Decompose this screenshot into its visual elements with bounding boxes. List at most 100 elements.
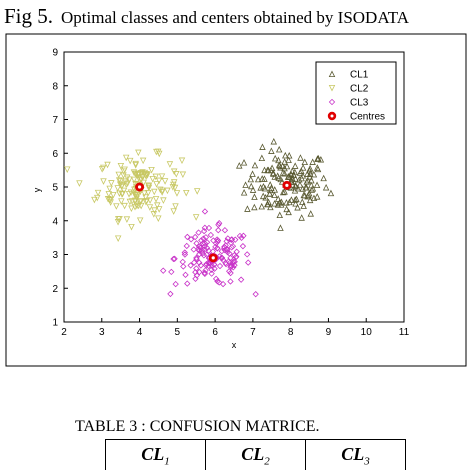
data-point-cl3 xyxy=(201,224,209,231)
data-point-cl1 xyxy=(287,176,295,184)
data-point-cl2 xyxy=(94,194,101,202)
data-point-cl3 xyxy=(230,264,237,271)
data-point-cl3 xyxy=(168,268,175,276)
y-tick-label: 5 xyxy=(52,183,58,194)
data-point-cl1 xyxy=(306,170,314,177)
data-point-cl2 xyxy=(133,195,140,203)
data-point-cl2 xyxy=(170,208,177,215)
data-point-cl3 xyxy=(207,231,215,239)
data-point-cl2 xyxy=(121,202,128,210)
data-point-cl3 xyxy=(219,280,227,288)
x-tick-label: 8 xyxy=(288,327,294,338)
data-point-cl2 xyxy=(158,173,166,180)
data-point-cl1 xyxy=(275,161,283,168)
data-point-cl3 xyxy=(218,254,226,262)
figure-title: Optimal classes and centers obtained by … xyxy=(61,8,410,27)
data-point-cl1 xyxy=(271,191,278,199)
data-point-cl1 xyxy=(283,205,290,213)
data-point-cl2 xyxy=(142,194,149,201)
data-point-cl2 xyxy=(108,180,115,187)
x-tick-label: 7 xyxy=(250,327,256,338)
data-point-cl1 xyxy=(279,169,287,176)
data-point-cl2 xyxy=(121,166,128,174)
data-point-cl2 xyxy=(157,186,164,194)
x-axis-label: x xyxy=(232,340,237,350)
data-point-cl2 xyxy=(158,189,166,196)
data-point-cl1 xyxy=(279,188,287,196)
data-point-cl3 xyxy=(211,265,218,272)
data-point-cl2 xyxy=(155,215,162,223)
data-point-cl2 xyxy=(114,185,121,192)
x-tick-label: 11 xyxy=(399,327,410,338)
data-point-cl2 xyxy=(115,177,123,184)
data-point-cl2 xyxy=(123,174,131,182)
figure-heading: Fig 5. Optimal classes and centers obtai… xyxy=(4,4,409,29)
x-tick-label: 4 xyxy=(137,327,143,338)
data-point-cl1 xyxy=(276,211,284,219)
data-point-cl2 xyxy=(91,196,98,204)
data-point-cl1 xyxy=(242,181,249,188)
y-tick-label: 2 xyxy=(52,284,58,295)
data-point-cl2 xyxy=(100,178,107,185)
x-tick-label: 5 xyxy=(175,327,181,338)
data-point-cl1 xyxy=(285,156,292,163)
data-point-cl2 xyxy=(153,181,160,188)
data-point-cl2 xyxy=(178,157,186,165)
data-point-cl2 xyxy=(139,169,146,176)
data-point-cl3 xyxy=(180,263,187,270)
data-point-cl2 xyxy=(131,170,139,178)
data-point-cl3 xyxy=(231,258,238,265)
data-point-cl1 xyxy=(271,154,279,162)
data-point-cl3 xyxy=(196,268,203,276)
data-point-cl3 xyxy=(205,247,212,254)
data-point-cl3 xyxy=(238,234,245,241)
data-point-cl2 xyxy=(151,188,158,196)
data-point-cl1 xyxy=(299,172,307,179)
data-point-cl1 xyxy=(303,178,310,185)
data-point-cl2 xyxy=(123,216,131,223)
data-point-cl3 xyxy=(197,244,205,251)
data-point-cl1 xyxy=(285,208,292,216)
data-point-cl2 xyxy=(169,184,177,191)
data-point-cl1 xyxy=(262,193,269,201)
data-point-cl3 xyxy=(201,208,209,215)
data-point-cl3 xyxy=(245,259,252,266)
data-point-cl2 xyxy=(137,170,145,177)
table-header-cell: CL2 xyxy=(206,440,306,470)
data-point-cl2 xyxy=(149,176,156,183)
data-point-cl2 xyxy=(141,190,148,197)
data-point-cl2 xyxy=(172,203,179,210)
y-axis-label: y xyxy=(32,187,42,192)
data-point-cl2 xyxy=(94,189,102,197)
data-point-cl3 xyxy=(231,262,238,269)
data-point-cl1 xyxy=(254,175,262,183)
data-point-cl3 xyxy=(237,276,245,283)
data-point-cl1 xyxy=(251,161,259,169)
data-point-cl2 xyxy=(140,179,147,187)
data-point-cl1 xyxy=(266,186,274,194)
x-tick-label: 10 xyxy=(361,327,373,338)
data-point-cl3 xyxy=(201,243,209,250)
data-point-cl1 xyxy=(299,198,306,205)
data-point-cl2 xyxy=(173,171,180,178)
data-point-cl3 xyxy=(193,240,200,247)
data-point-cl2 xyxy=(146,204,154,211)
data-point-cl2 xyxy=(145,184,153,192)
data-point-cl1 xyxy=(306,173,313,180)
data-point-cl3 xyxy=(216,220,223,227)
data-point-cl1 xyxy=(266,190,274,197)
data-point-cl3 xyxy=(213,236,221,243)
data-point-cl3 xyxy=(216,279,223,286)
data-point-cl3 xyxy=(214,278,221,285)
data-point-cl2 xyxy=(154,202,161,209)
data-point-cl3 xyxy=(228,244,235,251)
data-point-cl1 xyxy=(296,176,303,183)
data-point-cl2 xyxy=(144,189,152,197)
data-point-cl1 xyxy=(277,224,284,231)
data-point-cl2 xyxy=(63,166,71,173)
data-point-cl3 xyxy=(223,245,231,253)
data-point-cl3 xyxy=(160,267,167,274)
data-point-cl3 xyxy=(196,259,203,266)
data-point-cl1 xyxy=(277,175,284,183)
data-point-cl2 xyxy=(192,214,200,221)
